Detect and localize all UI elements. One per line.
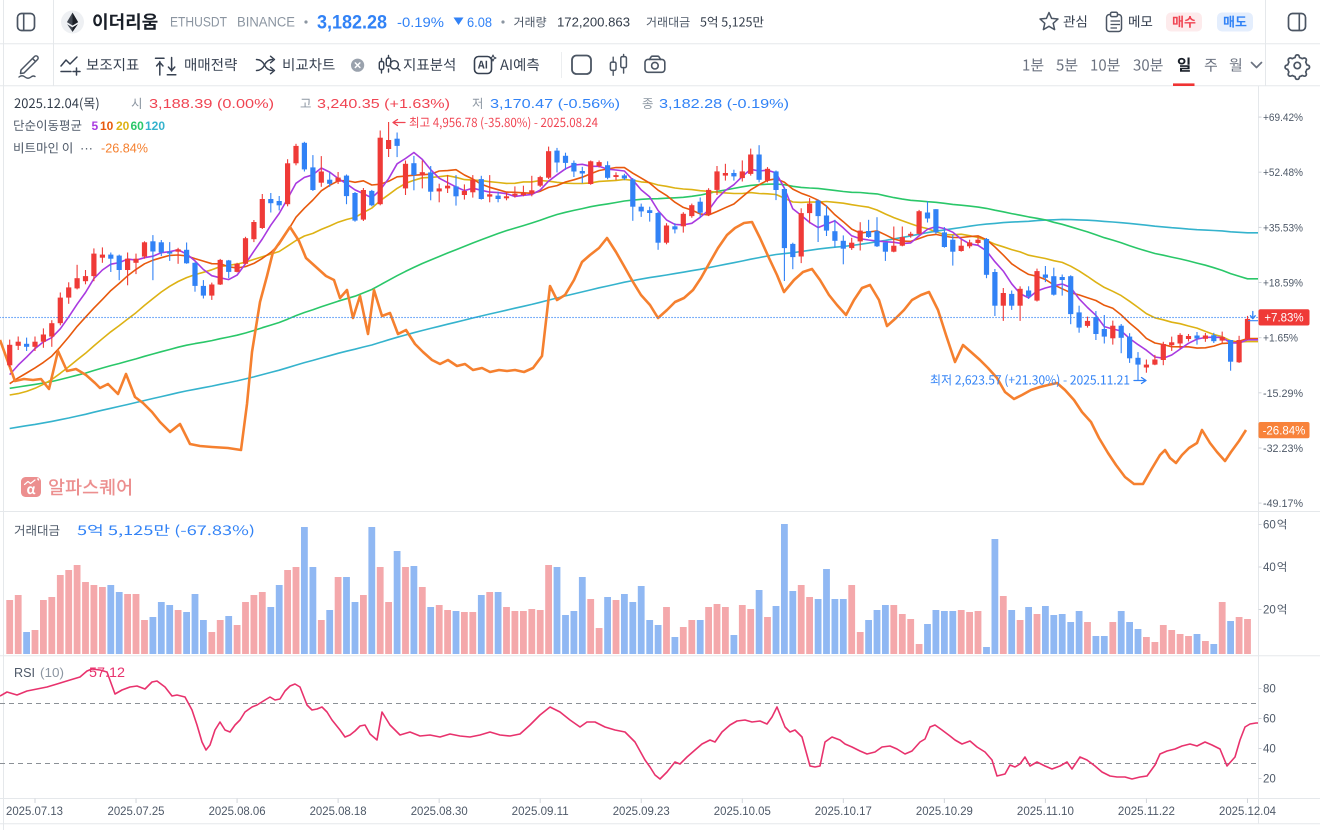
svg-text:5: 5 <box>92 119 99 133</box>
svg-text:2025.12.04: 2025.12.04 <box>1219 806 1277 818</box>
svg-text:RSI: RSI <box>14 665 35 680</box>
svg-text:2025.09.11: 2025.09.11 <box>512 806 569 818</box>
svg-text:-49.17%: -49.17% <box>1263 498 1303 510</box>
svg-text:3,170.47 (-0.56%): 3,170.47 (-0.56%) <box>490 97 620 111</box>
svg-text:2025.11.10: 2025.11.10 <box>1017 806 1074 818</box>
svg-text:20: 20 <box>1263 774 1276 786</box>
svg-text:2025.09.23: 2025.09.23 <box>613 806 670 818</box>
svg-text:120: 120 <box>145 119 165 133</box>
svg-text:-0.19%: -0.19% <box>397 14 444 30</box>
svg-text:+7.83%: +7.83% <box>1264 313 1303 325</box>
svg-text:57.12: 57.12 <box>89 665 125 680</box>
svg-text:6.08: 6.08 <box>467 14 492 30</box>
svg-text:2025.08.18: 2025.08.18 <box>310 806 367 818</box>
svg-text:3,182.28 (-0.19%): 3,182.28 (-0.19%) <box>659 97 789 111</box>
svg-text:+35.53%: +35.53% <box>1263 222 1303 234</box>
svg-text:2025.10.29: 2025.10.29 <box>916 806 973 818</box>
svg-text:20: 20 <box>116 119 130 133</box>
svg-text:60: 60 <box>131 119 145 133</box>
svg-text:-26.84%: -26.84% <box>1263 425 1306 437</box>
svg-text:2025.07.25: 2025.07.25 <box>108 806 165 818</box>
svg-text:172,200.863: 172,200.863 <box>557 16 630 30</box>
svg-text:2025.10.05: 2025.10.05 <box>714 806 771 818</box>
svg-text:2025.07.13: 2025.07.13 <box>6 806 63 818</box>
svg-text:+52.48%: +52.48% <box>1263 167 1303 179</box>
svg-text:10: 10 <box>100 119 114 133</box>
svg-text:20: 20 <box>1263 605 1276 617</box>
svg-text:60: 60 <box>1263 520 1276 532</box>
svg-text:+69.42%: +69.42% <box>1263 112 1303 124</box>
svg-text:-32.23%: -32.23% <box>1263 443 1303 455</box>
svg-text:ETHUSDT: ETHUSDT <box>170 15 227 30</box>
svg-text:2025.08.30: 2025.08.30 <box>411 806 468 818</box>
svg-text:3,188.39 (0.00%): 3,188.39 (0.00%) <box>149 97 274 111</box>
svg-text:BINANCE: BINANCE <box>237 15 295 30</box>
svg-text:60: 60 <box>1263 714 1276 726</box>
svg-text:80: 80 <box>1263 684 1276 696</box>
svg-text:40: 40 <box>1263 744 1276 756</box>
svg-text:3,182.28: 3,182.28 <box>317 13 387 34</box>
svg-text:40: 40 <box>1263 562 1276 574</box>
svg-text:-15.29%: -15.29% <box>1263 388 1303 400</box>
svg-text:2025.10.17: 2025.10.17 <box>815 806 872 818</box>
svg-text:3,240.35 (+1.63%): 3,240.35 (+1.63%) <box>317 97 450 111</box>
svg-text:+18.59%: +18.59% <box>1263 278 1303 290</box>
svg-text:2025.11.22: 2025.11.22 <box>1118 806 1175 818</box>
svg-text:+1.65%: +1.65% <box>1263 333 1298 345</box>
svg-text:···: ··· <box>80 141 93 156</box>
svg-text:2025.08.06: 2025.08.06 <box>209 806 266 818</box>
svg-text:-26.84%: -26.84% <box>101 141 148 156</box>
svg-text:(10): (10) <box>40 665 64 680</box>
